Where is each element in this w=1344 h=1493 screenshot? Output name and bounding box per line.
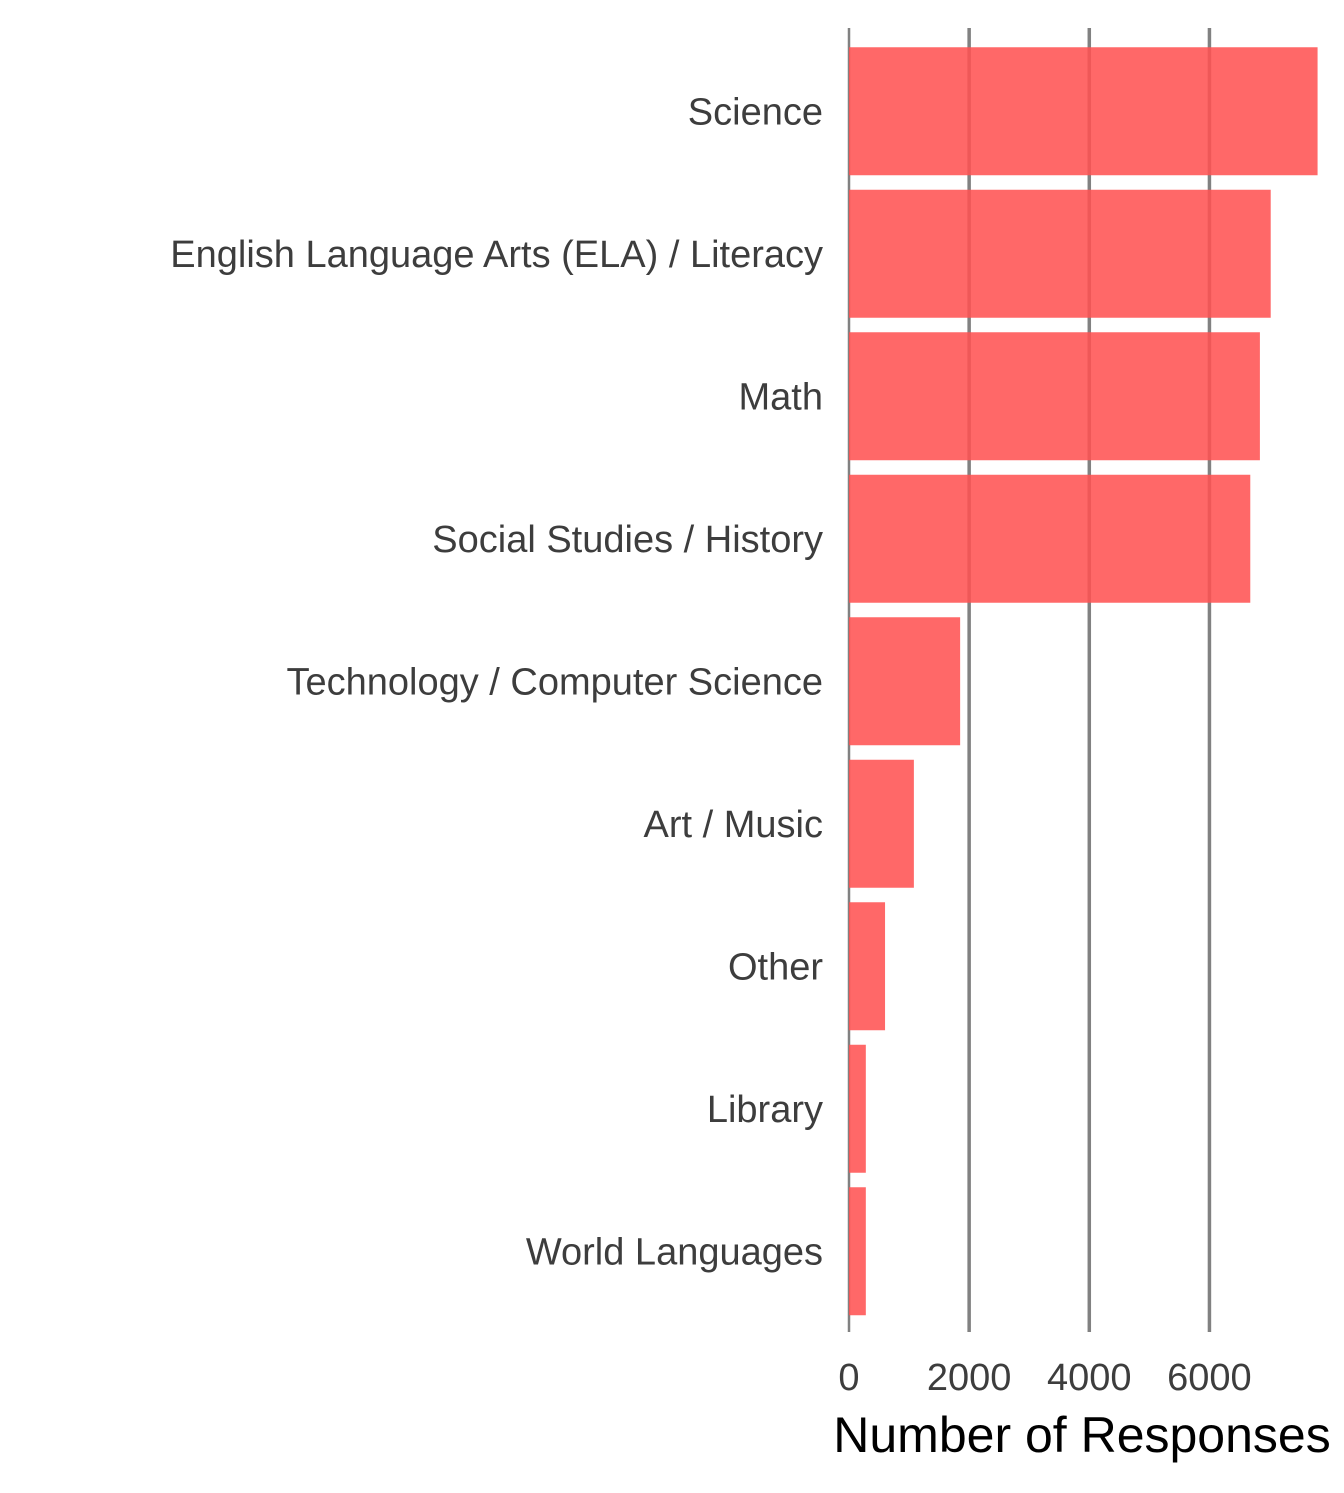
x-tick-label: 0: [838, 1357, 859, 1399]
bar-5: [849, 759, 914, 888]
bar-7: [849, 1044, 866, 1173]
x-tick-label: 6000: [1167, 1357, 1252, 1399]
bar-6: [849, 902, 886, 1031]
bar-3: [849, 474, 1251, 603]
category-label: Math: [739, 376, 823, 418]
category-labels: Science English Language Arts (ELA) / Lit…: [170, 91, 823, 1273]
category-label: Art / Music: [644, 804, 823, 846]
category-label: Technology / Computer Science: [286, 661, 823, 703]
category-label: Social Studies / History: [432, 519, 823, 561]
bar-2: [849, 332, 1260, 461]
category-label: Library: [707, 1089, 823, 1131]
category-label: Science: [688, 91, 823, 133]
bar-4: [849, 617, 961, 746]
bar-0: [849, 47, 1318, 176]
bar-1: [849, 189, 1271, 318]
category-label: Other: [728, 946, 823, 988]
x-tick-label: 4000: [1047, 1357, 1132, 1399]
x-tick-label: 2000: [927, 1357, 1012, 1399]
x-axis-title: Number of Responses: [833, 1407, 1330, 1463]
category-label: World Languages: [526, 1231, 823, 1273]
bars: [849, 47, 1318, 1316]
x-tick-labels: 0 2000 4000 6000: [838, 1357, 1251, 1399]
category-label: English Language Arts (ELA) / Literacy: [170, 234, 823, 276]
bar-8: [849, 1187, 866, 1316]
